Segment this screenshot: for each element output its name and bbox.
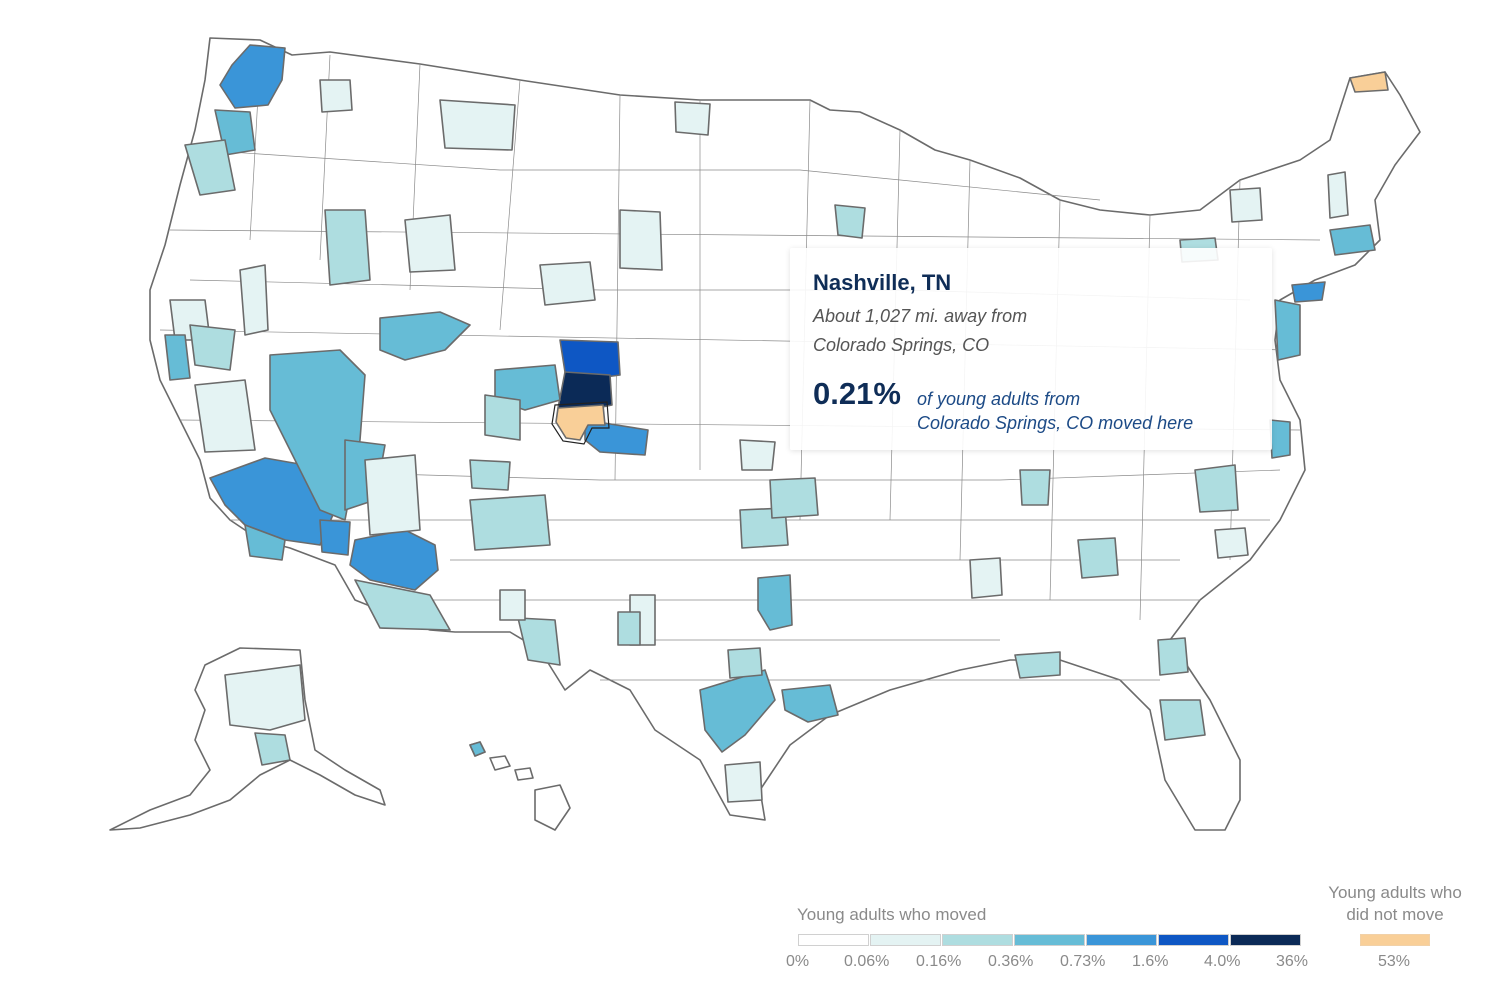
legend-moved-tick: 0.73% [1060, 953, 1106, 970]
region-charlotte[interactable] [1194, 464, 1239, 513]
tooltip-percent: 0.21% [813, 376, 901, 411]
hawaii[interactable] [469, 741, 571, 831]
region-maine[interactable] [1349, 71, 1389, 93]
region-austin[interactable] [699, 669, 776, 753]
region-bay-area[interactable] [164, 334, 191, 381]
region-nashville[interactable] [1019, 469, 1051, 506]
region-wyoming[interactable] [539, 261, 596, 306]
region-pueblo-east[interactable] [584, 419, 649, 456]
region-yuma[interactable] [319, 519, 351, 556]
legend-stayed-swatch [1360, 934, 1430, 946]
region-los-angeles[interactable] [209, 457, 336, 546]
legend-moved-swatch [870, 934, 941, 946]
region-dallas[interactable] [757, 574, 793, 631]
alaska-south-region[interactable] [254, 732, 291, 766]
legend-moved-tick: 0.16% [916, 953, 962, 970]
legend-moved-tick: 4.0% [1204, 953, 1241, 970]
region-utah-north[interactable] [324, 209, 371, 286]
legend-moved-swatch [1014, 934, 1085, 946]
region-origin-colorado-springs[interactable] [555, 404, 606, 441]
region-montana[interactable] [439, 99, 516, 151]
region-atlanta[interactable] [1077, 537, 1119, 579]
region-boston[interactable] [1329, 224, 1376, 256]
region-jacksonville[interactable] [1157, 637, 1189, 676]
region-las-vegas[interactable] [269, 349, 366, 521]
legend-moved-swatch [1230, 934, 1301, 946]
region-kansas[interactable] [769, 477, 819, 519]
region-san-antonio[interactable] [727, 647, 763, 679]
legend-moved-tick: 1.6% [1132, 953, 1169, 970]
us-choropleth-map[interactable] [0, 0, 1500, 860]
region-seattle[interactable] [219, 44, 286, 109]
region-new-york[interactable] [1291, 281, 1326, 303]
region-reno[interactable] [239, 264, 269, 336]
legend-moved-tick: 36% [1276, 953, 1309, 970]
region-new-orleans[interactable] [1014, 651, 1061, 679]
region-spokane[interactable] [319, 79, 353, 113]
region-idaho[interactable] [404, 214, 456, 273]
legend-moved-swatch [798, 934, 869, 946]
legend-moved-tick: 0% [786, 953, 810, 970]
region-syracuse[interactable] [1229, 187, 1263, 223]
legend-moved-tick: 0.36% [988, 953, 1034, 970]
region-new-jersey[interactable] [1274, 299, 1301, 361]
region-salt-lake[interactable] [379, 311, 471, 361]
region-clovis[interactable] [499, 589, 526, 621]
region-albuquerque[interactable] [469, 494, 551, 551]
region-lubbock[interactable] [617, 611, 641, 646]
region-central-ca[interactable] [194, 379, 256, 453]
legend-moved-title: Young adults who moved [797, 905, 987, 924]
legend-stayed-title: Young adults who did not move [1310, 882, 1480, 926]
legend-stayed-title-line2: did not move [1346, 905, 1444, 924]
region-kansas-city[interactable] [739, 439, 776, 471]
hover-tooltip: Nashville, TN About 1,027 mi. away from … [790, 248, 1272, 450]
region-nebraska[interactable] [619, 209, 663, 271]
region-portland[interactable] [184, 139, 236, 196]
region-tucson[interactable] [354, 579, 451, 631]
region-sd[interactable] [674, 101, 711, 136]
region-sacramento[interactable] [189, 324, 236, 371]
alaska-high-region[interactable] [224, 664, 306, 731]
region-tampa[interactable] [1159, 699, 1206, 741]
origin-outline [551, 401, 610, 445]
region-miss[interactable] [969, 557, 1003, 599]
tooltip-distance-line1: About 1,027 mi. away from [813, 306, 1028, 326]
legend-moved-tick: 0.06% [844, 953, 890, 970]
region-flagstaff[interactable] [364, 454, 421, 536]
tooltip-title: Nashville, TN [813, 270, 952, 295]
region-grand-junction[interactable] [484, 394, 521, 441]
tooltip-desc-line1: of young adults from [917, 389, 1081, 409]
region-san-diego[interactable] [244, 524, 286, 561]
tooltip-distance-line2: Colorado Springs, CO [813, 335, 990, 355]
legend-moved-swatch [1158, 934, 1229, 946]
legend-stayed-title-line1: Young adults who [1328, 883, 1462, 902]
hawaii-oahu[interactable] [469, 741, 486, 757]
region-houston[interactable] [781, 684, 839, 723]
region-texas-coast[interactable] [724, 761, 763, 803]
region-dc[interactable] [1269, 419, 1291, 459]
legend-stayed-value: 53% [1378, 953, 1411, 970]
region-nc-east[interactable] [1214, 527, 1249, 559]
us-mainland[interactable] [149, 37, 1421, 831]
region-las-cruces[interactable] [517, 617, 561, 666]
region-iowa[interactable] [834, 204, 866, 239]
alaska[interactable] [109, 647, 386, 831]
region-vermont[interactable] [1327, 171, 1349, 219]
tooltip-desc-line2: Colorado Springs, CO moved here [917, 413, 1194, 433]
region-phoenix[interactable] [349, 529, 439, 591]
legend-moved-swatch [942, 934, 1013, 946]
region-farmington[interactable] [469, 459, 511, 491]
legend-moved-swatch [1086, 934, 1157, 946]
